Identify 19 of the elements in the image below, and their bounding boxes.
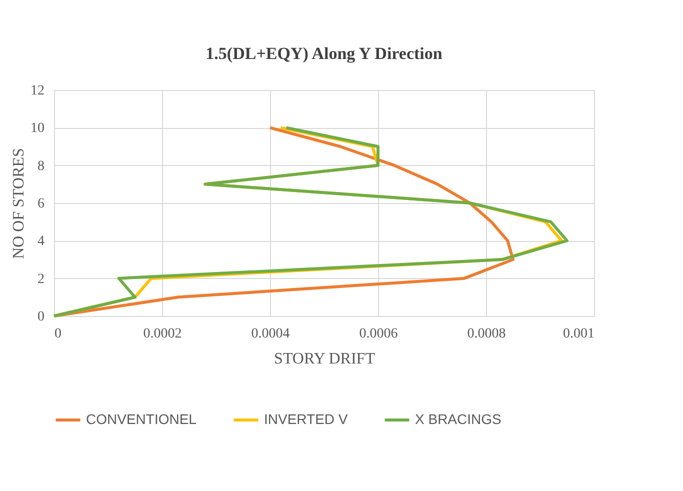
y-tick-label: 6 (38, 196, 44, 212)
x-tick-label: 0.0002 (143, 326, 182, 342)
x-tick-label: 0.0006 (359, 326, 398, 342)
y-tick-label: 10 (30, 121, 44, 136)
y-tick-label: 8 (38, 158, 44, 174)
x-tick-label: 0.001 (563, 326, 594, 342)
legend-label: CONVENTIONEL (86, 411, 197, 427)
y-tick-label: 0 (38, 310, 44, 324)
y-tick-label: 12 (30, 84, 44, 98)
y-axis-title: NO OF STORES (10, 148, 28, 259)
legend-label: X BRACINGS (415, 411, 502, 427)
chart-title: 1.5(DL+EQY) Along Y Direction (206, 44, 443, 63)
y-tick-label: 2 (38, 272, 44, 287)
x-tick-label: 0 (54, 326, 62, 342)
x-tick-label: 0.0004 (251, 326, 290, 342)
x-axis-title: STORY DRIFT (274, 350, 376, 368)
legend-label: INVERTED V (264, 411, 348, 427)
y-tick-label: 4 (38, 234, 44, 250)
x-tick-label: 0.0008 (467, 326, 506, 342)
